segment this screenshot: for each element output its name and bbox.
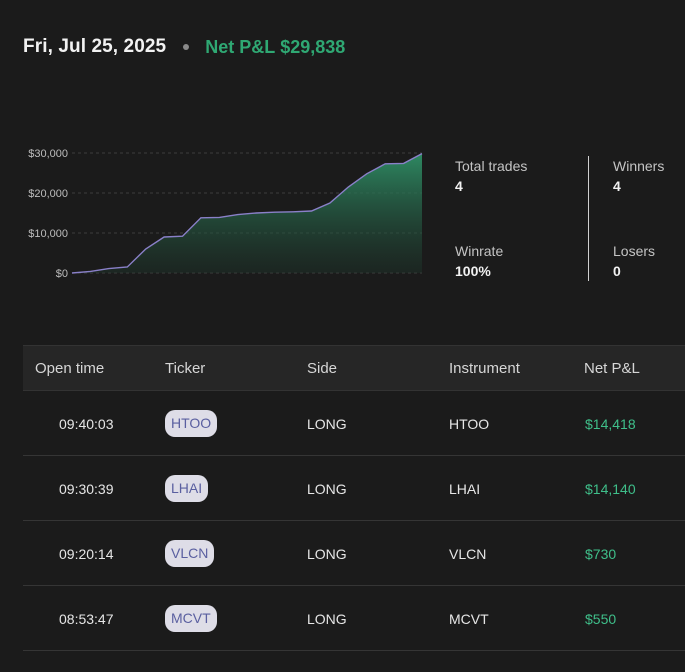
- winners-value: 4: [613, 178, 621, 194]
- row-side: LONG: [307, 416, 347, 432]
- row-instrument: LHAI: [449, 481, 481, 497]
- winrate-value: 100%: [455, 263, 491, 279]
- row-side: LONG: [307, 481, 347, 497]
- separator-dot: [183, 44, 190, 50]
- row-net-pnl: $550: [585, 611, 617, 627]
- table-row[interactable]: 09:40:03 HTOO LONG HTOO $14,418: [23, 391, 685, 456]
- day-header: Fri, Jul 25, 2025 Net P&L $29,838: [23, 34, 345, 60]
- column-header-ticker[interactable]: Ticker: [165, 360, 206, 377]
- day-stats: Total trades 4 Winrate 100% Winners 4 Lo…: [455, 156, 685, 282]
- net-pnl-value: $29,838: [280, 36, 346, 57]
- table-row[interactable]: 09:20:14 VLCN LONG VLCN $730: [23, 521, 685, 586]
- losers-value: 0: [613, 263, 621, 279]
- row-net-pnl: $14,418: [585, 416, 636, 432]
- row-open-time: 09:30:39: [59, 481, 114, 497]
- y-tick-label: $20,000: [28, 188, 68, 200]
- y-tick-label: $0: [56, 268, 68, 280]
- column-header-open-time[interactable]: Open time: [35, 360, 105, 377]
- y-tick-label: $10,000: [28, 228, 68, 240]
- row-net-pnl: $730: [585, 546, 617, 562]
- column-header-side[interactable]: Side: [307, 360, 338, 377]
- ticker-badge[interactable]: HTOO: [165, 410, 218, 437]
- winrate-label: Winrate: [455, 243, 504, 259]
- row-open-time: 09:40:03: [59, 416, 114, 432]
- row-net-pnl: $14,140: [585, 481, 636, 497]
- row-open-time: 09:20:14: [59, 546, 114, 562]
- trades-table: Open time Ticker Side Instrument Net P&L…: [23, 345, 685, 651]
- ticker-badge[interactable]: VLCN: [165, 540, 215, 567]
- row-instrument: VLCN: [449, 546, 487, 562]
- ticker-badge[interactable]: LHAI: [165, 475, 209, 502]
- stat-losers: Losers 0: [613, 243, 655, 279]
- row-instrument: HTOO: [449, 416, 490, 432]
- losers-label: Losers: [613, 243, 656, 259]
- row-side: LONG: [307, 546, 347, 562]
- stat-winrate: Winrate 100%: [455, 243, 503, 279]
- row-open-time: 08:53:47: [59, 611, 114, 627]
- y-tick-label: $30,000: [28, 148, 68, 160]
- column-header-net-pnl[interactable]: Net P&L: [584, 360, 640, 377]
- total-trades-label: Total trades: [455, 158, 528, 174]
- pnl-area: [72, 153, 422, 273]
- winners-label: Winners: [613, 158, 665, 174]
- table-header: Open time Ticker Side Instrument Net P&L: [23, 345, 685, 391]
- table-row[interactable]: 09:30:39 LHAI LONG LHAI $14,140: [23, 456, 685, 521]
- cumulative-pnl-chart-svg: $30,000 $20,000 $10,000 $0: [28, 148, 423, 280]
- row-side: LONG: [307, 611, 347, 627]
- pnl-line: [71, 152, 423, 274]
- table-row[interactable]: 08:53:47 MCVT LONG MCVT $550: [23, 586, 685, 651]
- cumulative-pnl-chart: $30,000 $20,000 $10,000 $0: [0, 140, 440, 285]
- row-instrument: MCVT: [449, 611, 489, 627]
- stat-winners: Winners 4: [613, 158, 664, 194]
- net-pnl-label: Net P&L: [205, 36, 276, 57]
- total-trades-value: 4: [455, 178, 463, 194]
- stat-total-trades: Total trades 4: [455, 158, 527, 194]
- stats-divider: [588, 156, 589, 281]
- column-header-instrument[interactable]: Instrument: [449, 360, 520, 377]
- day-date: Fri, Jul 25, 2025: [23, 36, 167, 57]
- ticker-badge[interactable]: MCVT: [165, 605, 217, 632]
